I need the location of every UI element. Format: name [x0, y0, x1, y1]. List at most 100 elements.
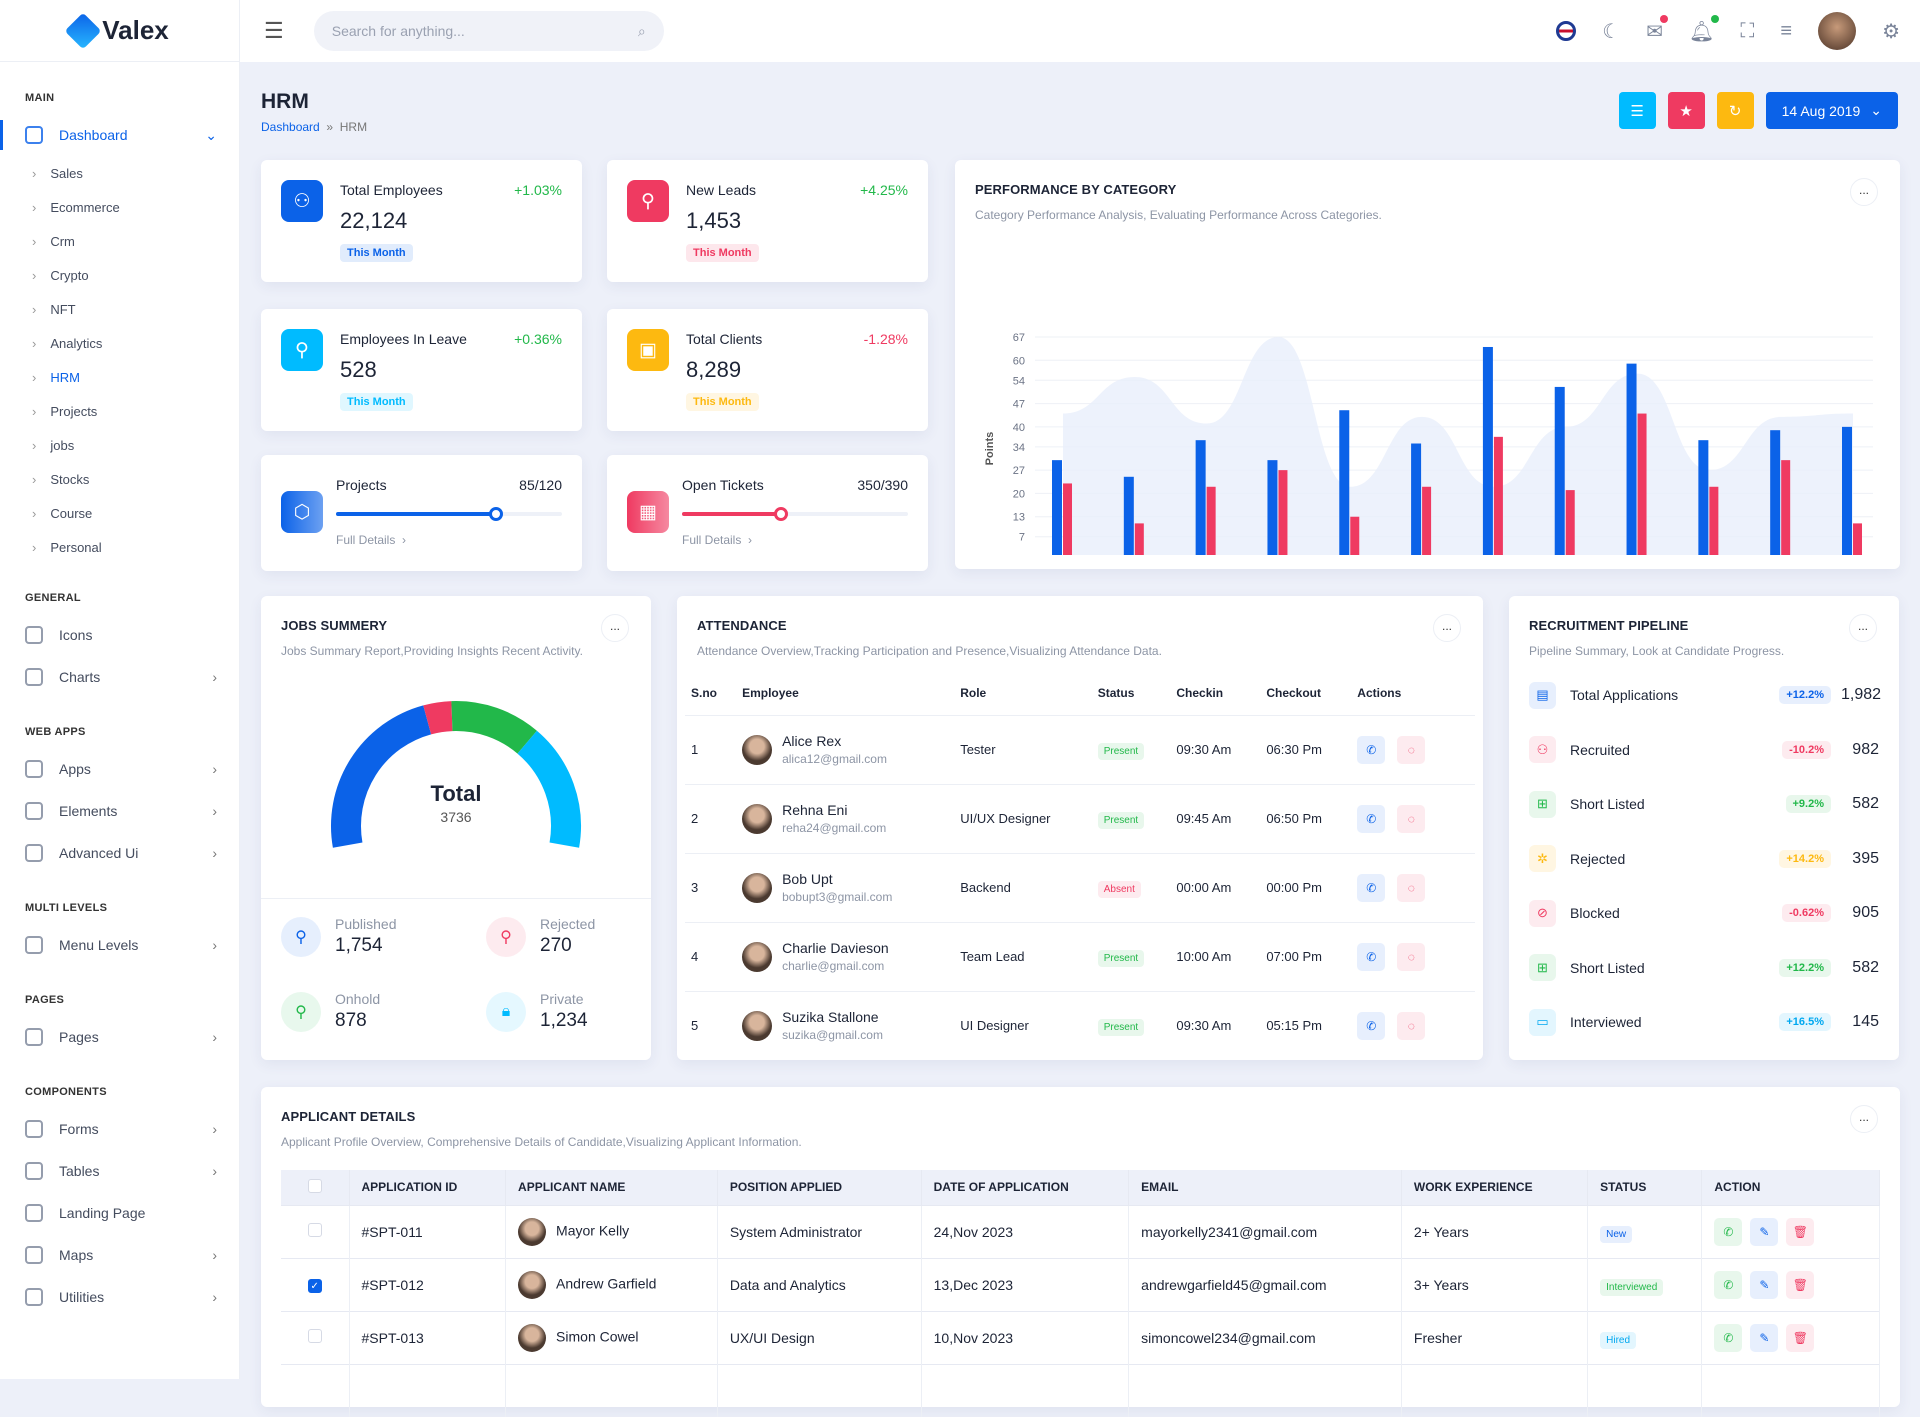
sidebar-subitem-hrm[interactable]: HRM	[0, 360, 239, 394]
mail-icon[interactable]: ✉	[1646, 14, 1668, 44]
more-options-button[interactable]: ...	[1850, 178, 1878, 206]
card-subtitle: Pipeline Summary, Look at Candidate Prog…	[1529, 644, 1785, 658]
sidebar-item-pages[interactable]: Pages ›	[0, 1016, 239, 1058]
message-button[interactable]: ◌	[1397, 942, 1426, 971]
bar-series1	[1770, 430, 1781, 555]
sidebar-subitem-projects[interactable]: Projects	[0, 394, 239, 428]
sidebar-item-icons[interactable]: Icons	[0, 614, 239, 656]
notification-bell-icon[interactable]: 🔔︎	[1689, 14, 1720, 44]
star-button[interactable]: ★	[1667, 92, 1705, 129]
sidebar-subitem-stocks[interactable]: Stocks	[0, 462, 239, 496]
progress-slider-handle[interactable]	[774, 507, 789, 521]
message-button[interactable]: ◌	[1397, 804, 1426, 833]
select-all-checkbox[interactable]	[307, 1178, 322, 1193]
message-button[interactable]: ◌	[1397, 735, 1426, 764]
work-experience: Fresher	[1401, 1310, 1589, 1364]
sidebar-item-forms[interactable]: Forms ›	[0, 1108, 239, 1150]
applicant-name: Andrew Garfield	[556, 1275, 657, 1292]
edit-button[interactable]: ✎	[1750, 1323, 1779, 1352]
brand-logo[interactable]: Valex	[0, 0, 239, 62]
sidebar-item-advanced-ui[interactable]: Advanced Ui ›	[0, 832, 239, 874]
message-button[interactable]: ◌	[1397, 873, 1426, 902]
user-avatar[interactable]	[1818, 12, 1857, 50]
bar-series2	[1422, 486, 1432, 555]
search-input[interactable]: Search for anything... ⌕	[313, 11, 664, 51]
more-options-button[interactable]: ...	[1849, 614, 1877, 642]
row-checkbox[interactable]	[307, 1329, 322, 1343]
employee-role: Backend	[954, 852, 1092, 922]
column-header: Checkout	[1266, 685, 1322, 700]
briefcase-icon: ▣	[627, 329, 669, 371]
sidebar-item-elements[interactable]: Elements ›	[0, 790, 239, 832]
sidebar-item-apps[interactable]: Apps ›	[0, 748, 239, 790]
row-checkbox[interactable]	[307, 1223, 322, 1237]
sidebar-subitem-crm[interactable]: Crm	[0, 224, 239, 258]
sidebar-item-dashboard[interactable]: Dashboard ⌄	[0, 114, 239, 156]
date-picker-button[interactable]: 14 Aug 2019 ⌄	[1765, 92, 1898, 129]
stat-label: Employees In Leave	[340, 331, 467, 347]
full-details-link[interactable]: Full Details ›	[682, 533, 752, 547]
document-icon: ▤	[1529, 681, 1556, 709]
employee-name: Charlie Davieson	[782, 940, 889, 956]
edit-button[interactable]: ✎	[1750, 1270, 1779, 1299]
edit-button[interactable]: ✎	[1750, 1217, 1779, 1246]
sidebar-subitem-personal[interactable]: Personal	[0, 530, 239, 564]
sidebar-item-charts[interactable]: Charts ›	[0, 656, 239, 698]
more-options-button[interactable]: ...	[1850, 1105, 1878, 1133]
sidebar-item-landing-page[interactable]: Landing Page	[0, 1192, 239, 1234]
performance-card: PERFORMANCE BY CATEGORY Category Perform…	[955, 160, 1900, 569]
delete-button[interactable]: 🗑︎	[1786, 1323, 1815, 1352]
filter-button[interactable]: ☰	[1618, 92, 1656, 129]
breadcrumb-dashboard[interactable]: Dashboard	[261, 120, 320, 134]
sidebar-subitem-nft[interactable]: NFT	[0, 292, 239, 326]
filter-icon: ☰	[1630, 102, 1644, 120]
progress-slider-handle[interactable]	[489, 507, 503, 521]
message-button[interactable]: ◌	[1397, 1011, 1426, 1040]
call-button[interactable]: ✆	[1714, 1323, 1743, 1352]
call-button[interactable]: ✆	[1357, 1011, 1386, 1040]
card-title: ATTENDANCE	[697, 618, 787, 633]
call-button[interactable]: ✆	[1357, 942, 1386, 971]
employee-name: Alice Rex	[782, 733, 842, 749]
settings-gear-icon[interactable]: ⚙	[1882, 20, 1900, 43]
fullscreen-icon[interactable]: ⛶	[1740, 19, 1755, 42]
sidebar-section-title: PAGES	[25, 994, 65, 1006]
pipeline-item: ▭ Interviewed +16.5% 145	[1529, 1007, 1879, 1037]
sidebar-subitem-jobs[interactable]: jobs	[0, 428, 239, 462]
sidebar-item-maps[interactable]: Maps ›	[0, 1234, 239, 1276]
call-button[interactable]: ✆	[1714, 1270, 1743, 1299]
sidebar-item-utilities[interactable]: Utilities ›	[0, 1276, 239, 1318]
pipeline-item: ⊞ Short Listed +12.2% 582	[1529, 953, 1879, 983]
delete-button[interactable]: 🗑︎	[1786, 1270, 1815, 1299]
delete-button[interactable]: 🗑︎	[1786, 1217, 1815, 1246]
chevron-right-icon: ›	[212, 669, 217, 685]
pipeline-item: ⊞ Short Listed +9.2% 582	[1529, 789, 1879, 819]
sidebar-item-tables[interactable]: Tables ›	[0, 1150, 239, 1192]
jobs-stat-label: Published	[335, 916, 397, 932]
avatar	[518, 1270, 547, 1299]
sidebar-subitem-sales[interactable]: Sales	[0, 156, 239, 190]
gauge-segment-onhold	[451, 701, 537, 754]
sidebar-item-menu-levels[interactable]: Menu Levels ›	[0, 924, 239, 966]
call-button[interactable]: ✆	[1357, 873, 1386, 902]
search-icon[interactable]: ⌕	[637, 22, 646, 39]
refresh-button[interactable]: ↻	[1716, 92, 1754, 129]
call-button[interactable]: ✆	[1357, 804, 1386, 833]
sidebar-subitem-ecommerce[interactable]: Ecommerce	[0, 190, 239, 224]
more-options-button[interactable]: ...	[601, 614, 629, 642]
breadcrumb-current: HRM	[339, 120, 368, 134]
sidebar-subitem-course[interactable]: Course	[0, 496, 239, 530]
dark-mode-moon-icon[interactable]: ☾	[1602, 20, 1621, 43]
menu-toggle-icon[interactable]: ☰	[264, 18, 284, 43]
language-flag-icon[interactable]	[1556, 21, 1577, 41]
row-checkbox[interactable]: ✓	[307, 1279, 322, 1293]
sidebar-subitem-crypto[interactable]: Crypto	[0, 258, 239, 292]
bar-series1	[1052, 460, 1062, 555]
full-details-link[interactable]: Full Details ›	[336, 533, 406, 547]
progress-fill	[336, 507, 503, 521]
call-button[interactable]: ✆	[1714, 1217, 1743, 1246]
menu-lines-icon[interactable]: ≡	[1780, 19, 1793, 42]
call-button[interactable]: ✆	[1357, 735, 1386, 764]
more-options-button[interactable]: ...	[1433, 614, 1461, 642]
sidebar-subitem-analytics[interactable]: Analytics	[0, 326, 239, 360]
